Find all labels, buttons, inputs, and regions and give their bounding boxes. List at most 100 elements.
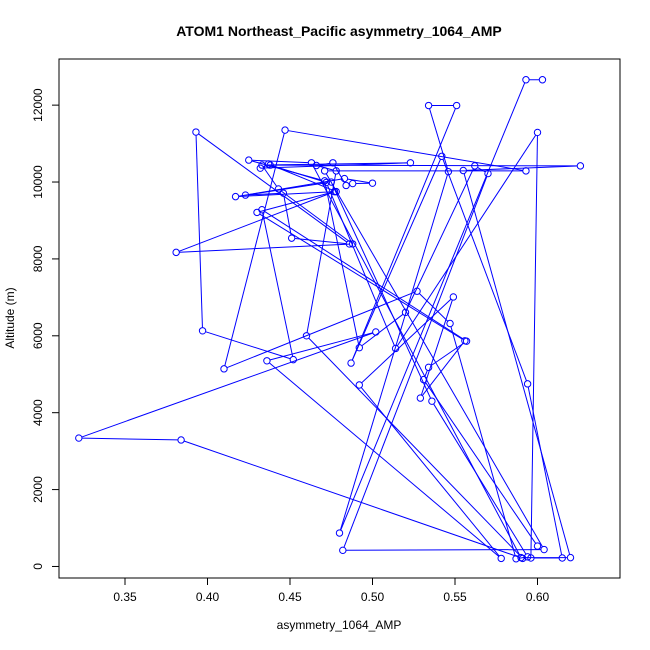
data-point xyxy=(452,101,461,110)
data-point xyxy=(231,192,240,201)
series-segment xyxy=(332,184,431,399)
series-segment xyxy=(527,387,563,555)
series-segment xyxy=(306,174,337,333)
data-point xyxy=(518,554,527,563)
y-tick-label: 12000 xyxy=(31,88,45,122)
series-segment xyxy=(419,293,448,322)
data-point xyxy=(438,152,446,160)
data-point xyxy=(566,553,575,562)
data-point xyxy=(339,546,347,555)
data-point xyxy=(177,436,185,444)
data-point xyxy=(335,529,344,537)
series-segment xyxy=(260,192,332,212)
data-point xyxy=(355,344,363,352)
series-segment xyxy=(308,337,521,557)
data-point xyxy=(406,159,415,167)
y-axis-label: Altitude (m) xyxy=(3,287,17,348)
series-segment xyxy=(184,440,520,558)
series-segment xyxy=(82,437,178,441)
series-segment xyxy=(179,192,332,252)
data-point xyxy=(349,240,357,248)
series-segment xyxy=(319,162,330,166)
data-point xyxy=(372,328,380,336)
data-point xyxy=(258,206,266,214)
series-segment xyxy=(420,300,453,396)
data-point xyxy=(330,187,339,196)
x-tick-label: 0.45 xyxy=(278,590,302,604)
series-segment xyxy=(346,549,541,551)
data-point xyxy=(413,287,421,295)
data-point xyxy=(424,101,433,110)
plot-frame xyxy=(58,58,621,579)
series-segment xyxy=(442,159,527,381)
data-point xyxy=(391,344,400,353)
y-tick-label: 4000 xyxy=(31,399,45,426)
data-point xyxy=(289,355,297,364)
y-axis: 0 2000 4000 6000 8000 10000 12000 xyxy=(31,88,60,570)
data-point xyxy=(449,293,458,301)
data-point xyxy=(279,189,288,197)
x-axis-label: asymmetry_1064_AMP xyxy=(277,618,402,632)
series-segment xyxy=(347,178,370,184)
data-point xyxy=(312,161,321,170)
data-point xyxy=(484,169,492,178)
data-point xyxy=(345,240,354,248)
series-segment xyxy=(431,342,465,366)
series-segment xyxy=(248,192,281,196)
series-segment xyxy=(248,178,342,196)
series-segment xyxy=(280,190,351,243)
data-point xyxy=(347,359,355,367)
x-axis: 0.35 0.40 0.45 0.50 0.55 0.60 xyxy=(113,577,550,604)
data-point xyxy=(368,179,377,187)
data-point xyxy=(558,554,566,562)
series-segment xyxy=(271,164,334,191)
data-point xyxy=(446,319,454,328)
x-tick-label: 0.40 xyxy=(196,590,220,604)
data-point xyxy=(527,554,535,562)
series-segment xyxy=(530,135,538,555)
data-point xyxy=(401,308,410,317)
series-segment xyxy=(450,326,516,556)
series-segment xyxy=(179,243,350,253)
data-point xyxy=(523,380,532,388)
data-point xyxy=(533,542,542,550)
x-tick-label: 0.55 xyxy=(443,590,467,604)
series-segment xyxy=(361,387,500,557)
x-tick-label: 0.60 xyxy=(526,590,550,604)
data-point xyxy=(220,365,228,373)
data-point xyxy=(258,161,266,169)
series-segment xyxy=(422,343,464,396)
data-point xyxy=(263,357,271,365)
series-segment xyxy=(252,159,309,164)
data-point xyxy=(419,375,428,384)
series-segment xyxy=(263,167,277,187)
series-segment xyxy=(294,237,347,245)
data-point xyxy=(497,554,505,563)
y-tick-label: 8000 xyxy=(31,245,45,272)
data-point xyxy=(533,128,542,137)
data-point xyxy=(327,178,335,186)
data-point xyxy=(523,553,532,561)
data-point xyxy=(329,159,337,167)
series-segment xyxy=(351,159,441,361)
data-point xyxy=(444,167,453,176)
data-point xyxy=(342,181,350,190)
data-point xyxy=(172,248,180,257)
series-segment xyxy=(429,108,448,169)
series-segment xyxy=(343,176,488,548)
data-point xyxy=(355,381,363,389)
y-tick-label: 6000 xyxy=(31,322,45,349)
series-segment xyxy=(251,160,322,181)
data-point xyxy=(302,332,311,340)
data-point xyxy=(428,397,436,405)
series-segment xyxy=(361,314,404,347)
data-point xyxy=(198,327,207,335)
data-point xyxy=(320,167,329,175)
data-point xyxy=(340,174,349,183)
series-segment xyxy=(361,298,452,384)
data-point xyxy=(416,394,425,402)
series-segment xyxy=(269,362,499,557)
data-point xyxy=(241,191,250,199)
series-segment xyxy=(466,165,578,171)
